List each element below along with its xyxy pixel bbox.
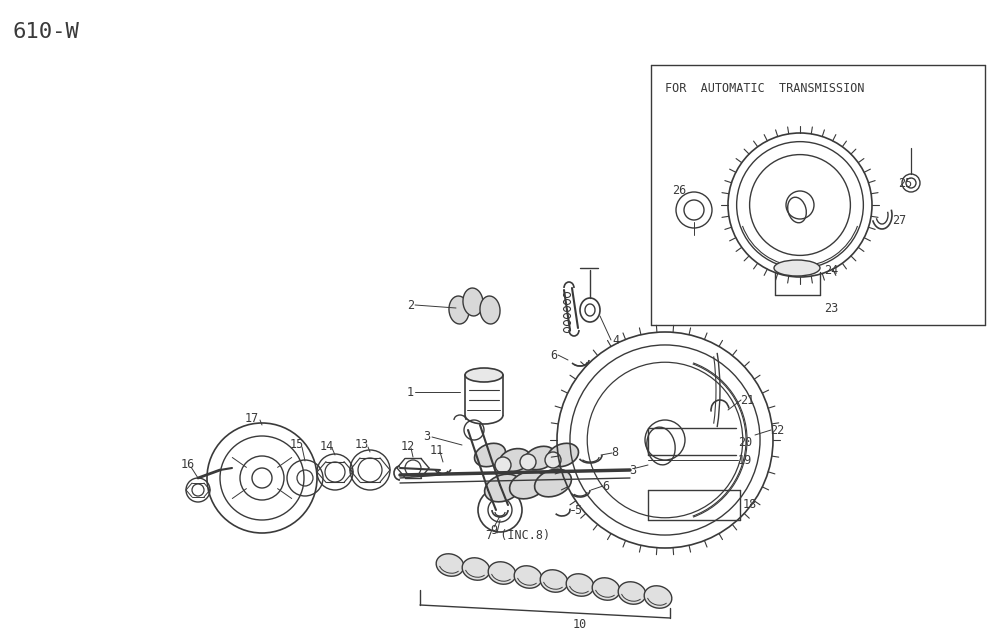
Ellipse shape <box>436 554 464 576</box>
Ellipse shape <box>514 566 542 588</box>
Text: 9: 9 <box>491 524 497 537</box>
Ellipse shape <box>547 444 579 467</box>
Text: 11: 11 <box>430 444 444 456</box>
Text: 23: 23 <box>824 301 838 315</box>
Text: 22: 22 <box>770 424 784 437</box>
Circle shape <box>545 452 561 468</box>
Text: 610-W: 610-W <box>12 22 79 42</box>
Text: 4: 4 <box>612 333 619 347</box>
Text: 17: 17 <box>245 412 259 424</box>
Text: 13: 13 <box>355 438 369 451</box>
Text: 1: 1 <box>407 385 414 399</box>
Ellipse shape <box>618 582 646 604</box>
Ellipse shape <box>774 260 820 276</box>
Ellipse shape <box>534 469 572 497</box>
Ellipse shape <box>566 574 594 596</box>
Ellipse shape <box>509 471 546 499</box>
Ellipse shape <box>465 368 503 382</box>
Ellipse shape <box>449 296 469 324</box>
Text: 21: 21 <box>740 394 754 406</box>
Circle shape <box>495 457 511 473</box>
Text: 6: 6 <box>602 479 609 492</box>
Text: 25: 25 <box>898 176 913 190</box>
Text: 19: 19 <box>738 453 752 467</box>
Ellipse shape <box>593 578 619 600</box>
Ellipse shape <box>463 288 483 316</box>
Ellipse shape <box>644 586 672 608</box>
Ellipse shape <box>480 296 500 324</box>
Ellipse shape <box>485 474 521 502</box>
Text: 6: 6 <box>550 349 557 362</box>
Ellipse shape <box>524 446 556 470</box>
Ellipse shape <box>462 558 490 580</box>
Text: 26: 26 <box>672 183 686 197</box>
Ellipse shape <box>499 449 531 471</box>
Text: 8: 8 <box>611 447 618 460</box>
Text: 27: 27 <box>892 213 906 226</box>
Text: 12: 12 <box>401 440 415 453</box>
Ellipse shape <box>540 570 568 592</box>
Text: 7 (INC.8): 7 (INC.8) <box>486 528 550 542</box>
Text: 5: 5 <box>574 503 581 517</box>
Circle shape <box>520 454 536 470</box>
Text: 3: 3 <box>423 431 430 444</box>
Text: FOR  AUTOMATIC  TRANSMISSION: FOR AUTOMATIC TRANSMISSION <box>665 82 864 95</box>
Ellipse shape <box>489 562 516 584</box>
Text: 24: 24 <box>824 263 838 276</box>
Text: 10: 10 <box>573 619 587 631</box>
Text: 14: 14 <box>320 440 334 453</box>
Text: 15: 15 <box>290 438 304 451</box>
Text: 20: 20 <box>738 435 752 449</box>
Text: 16: 16 <box>181 458 195 472</box>
Ellipse shape <box>475 444 505 467</box>
Text: 3: 3 <box>629 463 636 476</box>
Text: 2: 2 <box>407 299 414 312</box>
Text: 18: 18 <box>743 499 757 512</box>
